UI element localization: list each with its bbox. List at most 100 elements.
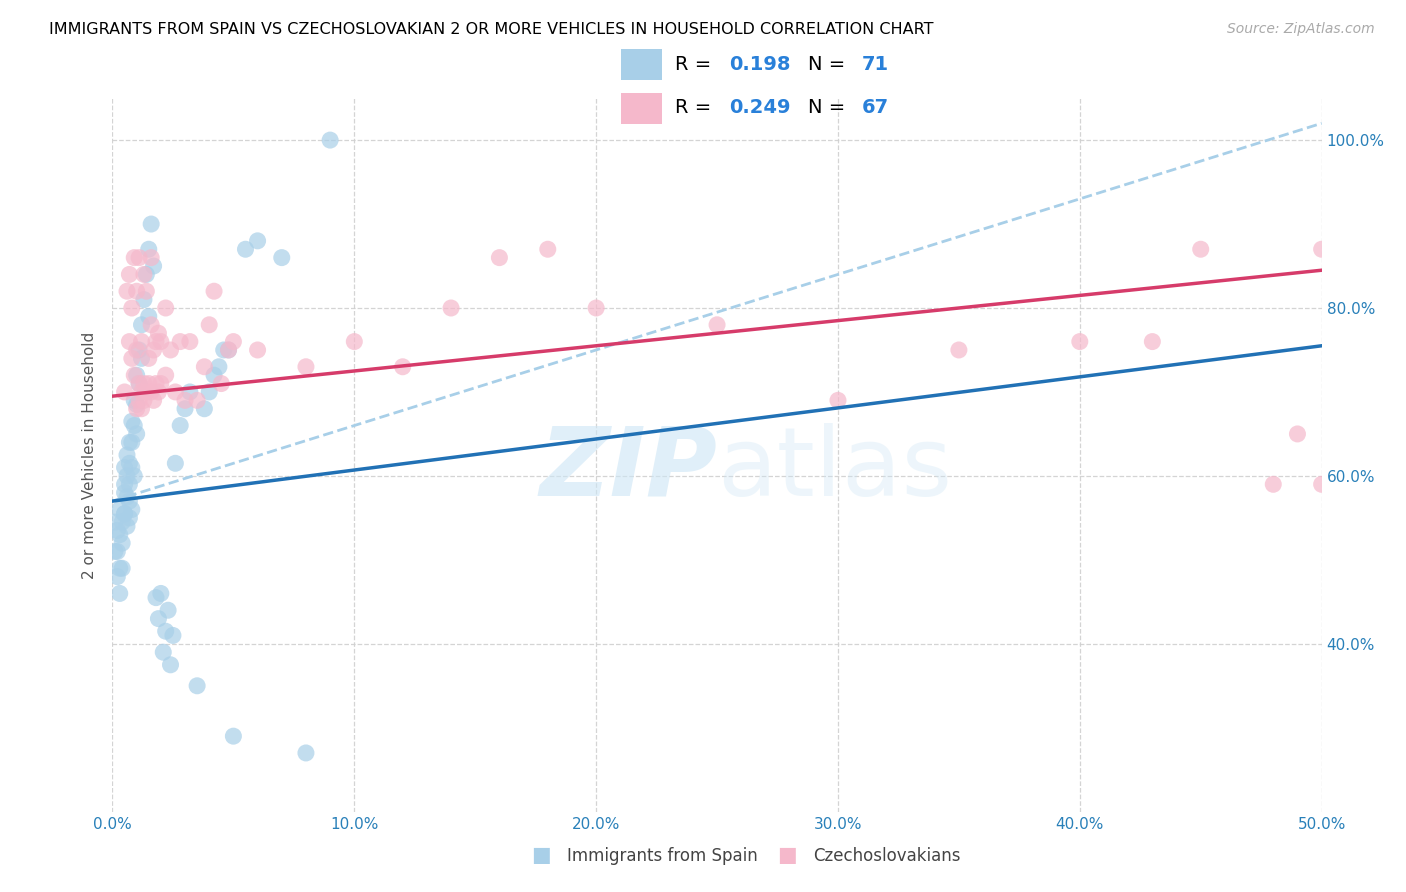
Point — [488, 251, 510, 265]
Point — [128, 343, 150, 357]
Point — [118, 435, 141, 450]
Point — [122, 368, 145, 383]
Point — [179, 384, 201, 399]
Point — [118, 268, 141, 282]
Text: Source: ZipAtlas.com: Source: ZipAtlas.com — [1227, 22, 1375, 37]
Text: ■: ■ — [531, 846, 551, 865]
Point — [1189, 242, 1212, 256]
Point — [145, 376, 167, 391]
Point — [148, 326, 170, 341]
Point — [128, 376, 150, 391]
Point — [118, 456, 141, 470]
Text: N =: N = — [808, 98, 851, 117]
Point — [948, 343, 970, 357]
Point — [155, 301, 177, 315]
Point — [111, 536, 134, 550]
Point — [157, 603, 180, 617]
Point — [108, 502, 131, 516]
Point — [131, 334, 153, 349]
Point — [125, 426, 148, 441]
Point — [142, 343, 165, 357]
Point — [218, 343, 240, 357]
Point — [111, 561, 134, 575]
Point — [159, 343, 181, 357]
Point — [125, 343, 148, 357]
Point — [209, 376, 232, 391]
Text: IMMIGRANTS FROM SPAIN VS CZECHOSLOVAKIAN 2 OR MORE VEHICLES IN HOUSEHOLD CORRELA: IMMIGRANTS FROM SPAIN VS CZECHOSLOVAKIAN… — [49, 22, 934, 37]
Point — [115, 448, 138, 462]
Point — [174, 393, 197, 408]
Point — [1263, 477, 1285, 491]
Point — [319, 133, 342, 147]
Point — [148, 612, 170, 626]
Point — [131, 384, 153, 399]
Point — [121, 414, 143, 428]
Point — [159, 657, 181, 672]
Point — [125, 368, 148, 383]
Point — [145, 591, 167, 605]
Point — [122, 393, 145, 408]
Point — [198, 384, 221, 399]
Point — [537, 242, 560, 256]
Point — [105, 569, 128, 583]
Point — [149, 334, 172, 349]
Point — [222, 334, 245, 349]
Point — [142, 259, 165, 273]
Point — [122, 251, 145, 265]
Point — [118, 334, 141, 349]
Point — [145, 334, 167, 349]
Point — [115, 490, 138, 504]
Point — [295, 746, 318, 760]
Point — [114, 507, 136, 521]
Text: Immigrants from Spain: Immigrants from Spain — [567, 847, 758, 865]
Point — [212, 343, 235, 357]
Point — [118, 494, 141, 508]
Point — [193, 401, 215, 416]
Point — [198, 318, 221, 332]
Point — [114, 507, 136, 521]
Point — [105, 544, 128, 558]
Point — [114, 485, 136, 500]
Point — [135, 384, 157, 399]
Point — [162, 628, 184, 642]
Text: R =: R = — [675, 55, 717, 74]
Point — [149, 376, 172, 391]
Text: 67: 67 — [862, 98, 889, 117]
Point — [115, 284, 138, 298]
Text: 0.249: 0.249 — [728, 98, 790, 117]
Text: N =: N = — [808, 55, 851, 74]
Point — [343, 334, 366, 349]
Point — [1069, 334, 1091, 349]
Point — [169, 334, 191, 349]
Point — [121, 460, 143, 475]
Point — [104, 544, 127, 558]
Point — [165, 384, 187, 399]
Point — [1310, 477, 1333, 491]
Point — [138, 351, 160, 366]
Point — [1142, 334, 1164, 349]
Point — [1310, 242, 1333, 256]
Point — [121, 435, 143, 450]
Point — [152, 645, 174, 659]
Text: atlas: atlas — [717, 423, 952, 516]
Point — [141, 318, 163, 332]
Point — [122, 418, 145, 433]
Point — [148, 384, 170, 399]
Point — [193, 359, 215, 374]
Text: 0.198: 0.198 — [728, 55, 790, 74]
Point — [128, 376, 150, 391]
Point — [246, 234, 269, 248]
Point — [141, 384, 163, 399]
Point — [131, 401, 153, 416]
Point — [295, 359, 318, 374]
Point — [114, 460, 136, 475]
Point — [108, 586, 131, 600]
Point — [827, 393, 849, 408]
Point — [132, 393, 155, 408]
Point — [218, 343, 240, 357]
Point — [208, 359, 231, 374]
FancyBboxPatch shape — [621, 93, 662, 125]
Point — [155, 368, 177, 383]
Point — [706, 318, 728, 332]
Point — [111, 515, 134, 529]
